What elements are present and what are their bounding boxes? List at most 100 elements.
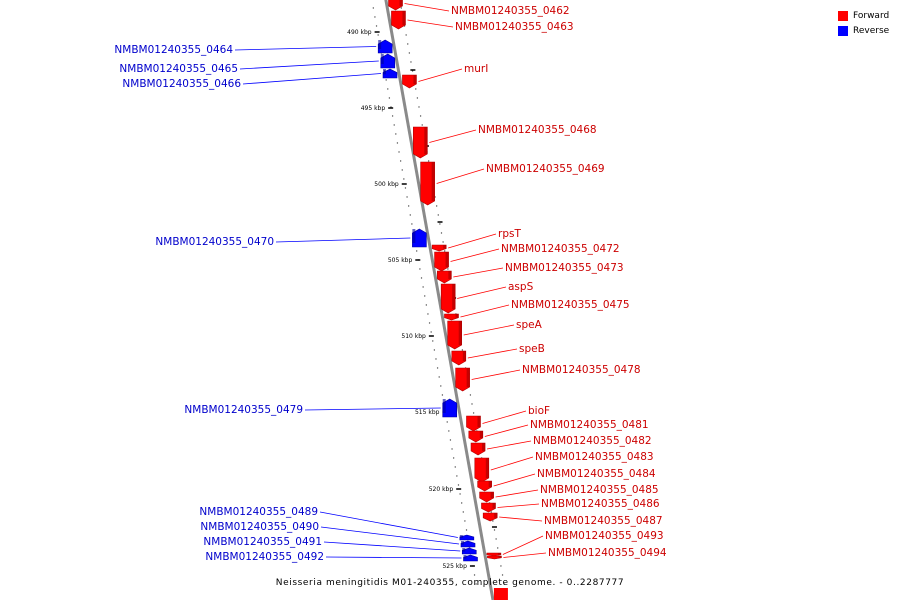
gene-label[interactable]: NMBM01240355_0490 [200,521,319,533]
leader-line [482,410,527,424]
gene-label[interactable]: NMBM01240355_0466 [122,78,241,90]
axis-dot [408,52,411,54]
leader-line [418,68,463,82]
leader-line [457,286,507,299]
leader-line [323,541,461,552]
gene-label[interactable]: NMBM01240355_0465 [119,63,238,75]
legend-forward-label: Forward [853,10,890,21]
gene-shade [402,11,406,25]
axis-dot [495,538,497,540]
axis-dot [385,79,387,81]
gene-arrow-partial[interactable] [493,588,508,600]
axis-dot [448,430,450,432]
gene-label[interactable]: NMBM01240355_0484 [537,468,656,480]
axis-dot [435,358,437,360]
tick-label: 510 kbp [401,333,426,340]
gene-label[interactable]: NMBM01240355_0489 [199,506,318,518]
axis-ticks: 490 kbp 495 kbp 500 kbp 505 kbp 510 kbp 515 k… [347,29,497,570]
axis-dot [457,484,460,486]
axis-dot [464,520,466,522]
gene-label[interactable]: NMBM01240355_0493 [545,530,664,542]
tick-label: 490 kbp [347,29,372,36]
axis-dot [403,178,405,180]
gene-label[interactable]: NMBM01240355_0469 [486,163,605,175]
gene-label[interactable]: murI [464,63,488,75]
gene-shade [380,54,384,64]
axis-dot [418,106,420,108]
gene-arrow[interactable] [388,0,403,11]
gene-label[interactable]: aspS [508,281,534,293]
gene-shade [442,399,446,413]
axis-dot [475,583,477,585]
gene-label[interactable]: NMBM01240355_0491 [203,536,322,548]
tick-label: 495 kbp [361,105,386,112]
gene-label[interactable]: NMBM01240355_0487 [544,515,663,527]
axis-dot [415,88,417,90]
gene-label[interactable]: NMBM01240355_0462 [451,5,570,17]
gene-label[interactable]: NMBM01240355_0481 [530,419,649,431]
gene-label[interactable]: NMBM01240355_0464 [114,44,233,56]
gene-label[interactable]: NMBM01240355_0475 [511,299,630,311]
gene-label[interactable]: NMBM01240355_0485 [540,484,659,496]
gene-label[interactable]: NMBM01240355_0472 [501,243,620,255]
axis-dot [435,205,438,207]
axis-dot [372,7,375,9]
genome-caption: Neisseria meningitidis M01-240355, compl… [275,578,625,588]
axis-dot [422,286,424,288]
leader-line [486,440,532,450]
leader-line [502,535,544,555]
axis-dot [391,115,394,117]
gene-shade [378,40,382,49]
tick-label: 515 kbp [415,409,440,416]
gene-shade [443,245,447,249]
axis-dot [452,457,455,459]
leader-line [484,424,529,437]
gene-shade [488,481,492,487]
axis-dot [433,349,436,351]
gene-shade [494,513,498,518]
gene-label[interactable]: NMBM01240355_0478 [522,364,641,376]
gene-label[interactable]: NMBM01240355_0468 [478,124,597,136]
gene-label[interactable]: NMBM01240355_0486 [541,498,660,510]
gene-shade [497,553,501,555]
gene-shade [458,321,462,345]
axis-dot [404,187,407,189]
axis-dot [410,61,412,63]
gene-label[interactable]: speB [519,343,545,355]
axis-dot [411,223,413,225]
leader-line [460,304,510,318]
gene-label[interactable]: NMBM01240355_0479 [184,404,303,416]
axis-dot [425,304,428,306]
axis-dot [419,268,421,270]
axis-dot [430,331,432,333]
leader-line [450,248,500,262]
axis-dot [427,160,430,162]
axis-dot [490,511,492,513]
axis-dot [438,376,440,378]
legend: Forward Reverse [838,8,898,38]
gene-shade [448,271,452,279]
gene-label[interactable]: NMBM01240355_0482 [533,435,652,447]
gene-label[interactable]: NMBM01240355_0494 [548,547,667,559]
axis-dot [441,394,444,396]
tick-label: 525 kbp [442,563,467,570]
gene-shade [461,541,465,545]
gene-shade [466,368,470,387]
axis-dot [399,160,402,162]
axis-dot [388,97,391,99]
gene-shade [399,0,403,6]
leader-line [239,60,379,70]
gene-label[interactable]: NMBM01240355_0463 [455,21,574,33]
gene-label[interactable]: bioF [528,405,550,417]
gene-label[interactable]: NMBM01240355_0470 [155,236,274,248]
gene-label[interactable]: NMBM01240355_0473 [505,262,624,274]
legend-reverse-label: Reverse [853,25,890,36]
gene-label[interactable]: NMBM01240355_0492 [205,551,324,563]
axis-dot [424,295,426,297]
gene-label[interactable]: speA [516,319,543,331]
gene-shade [462,548,466,552]
leader-line [242,73,382,85]
gene-label[interactable]: NMBM01240355_0483 [535,451,654,463]
gene-shade [412,229,416,243]
gene-label[interactable]: rpsT [498,228,521,240]
